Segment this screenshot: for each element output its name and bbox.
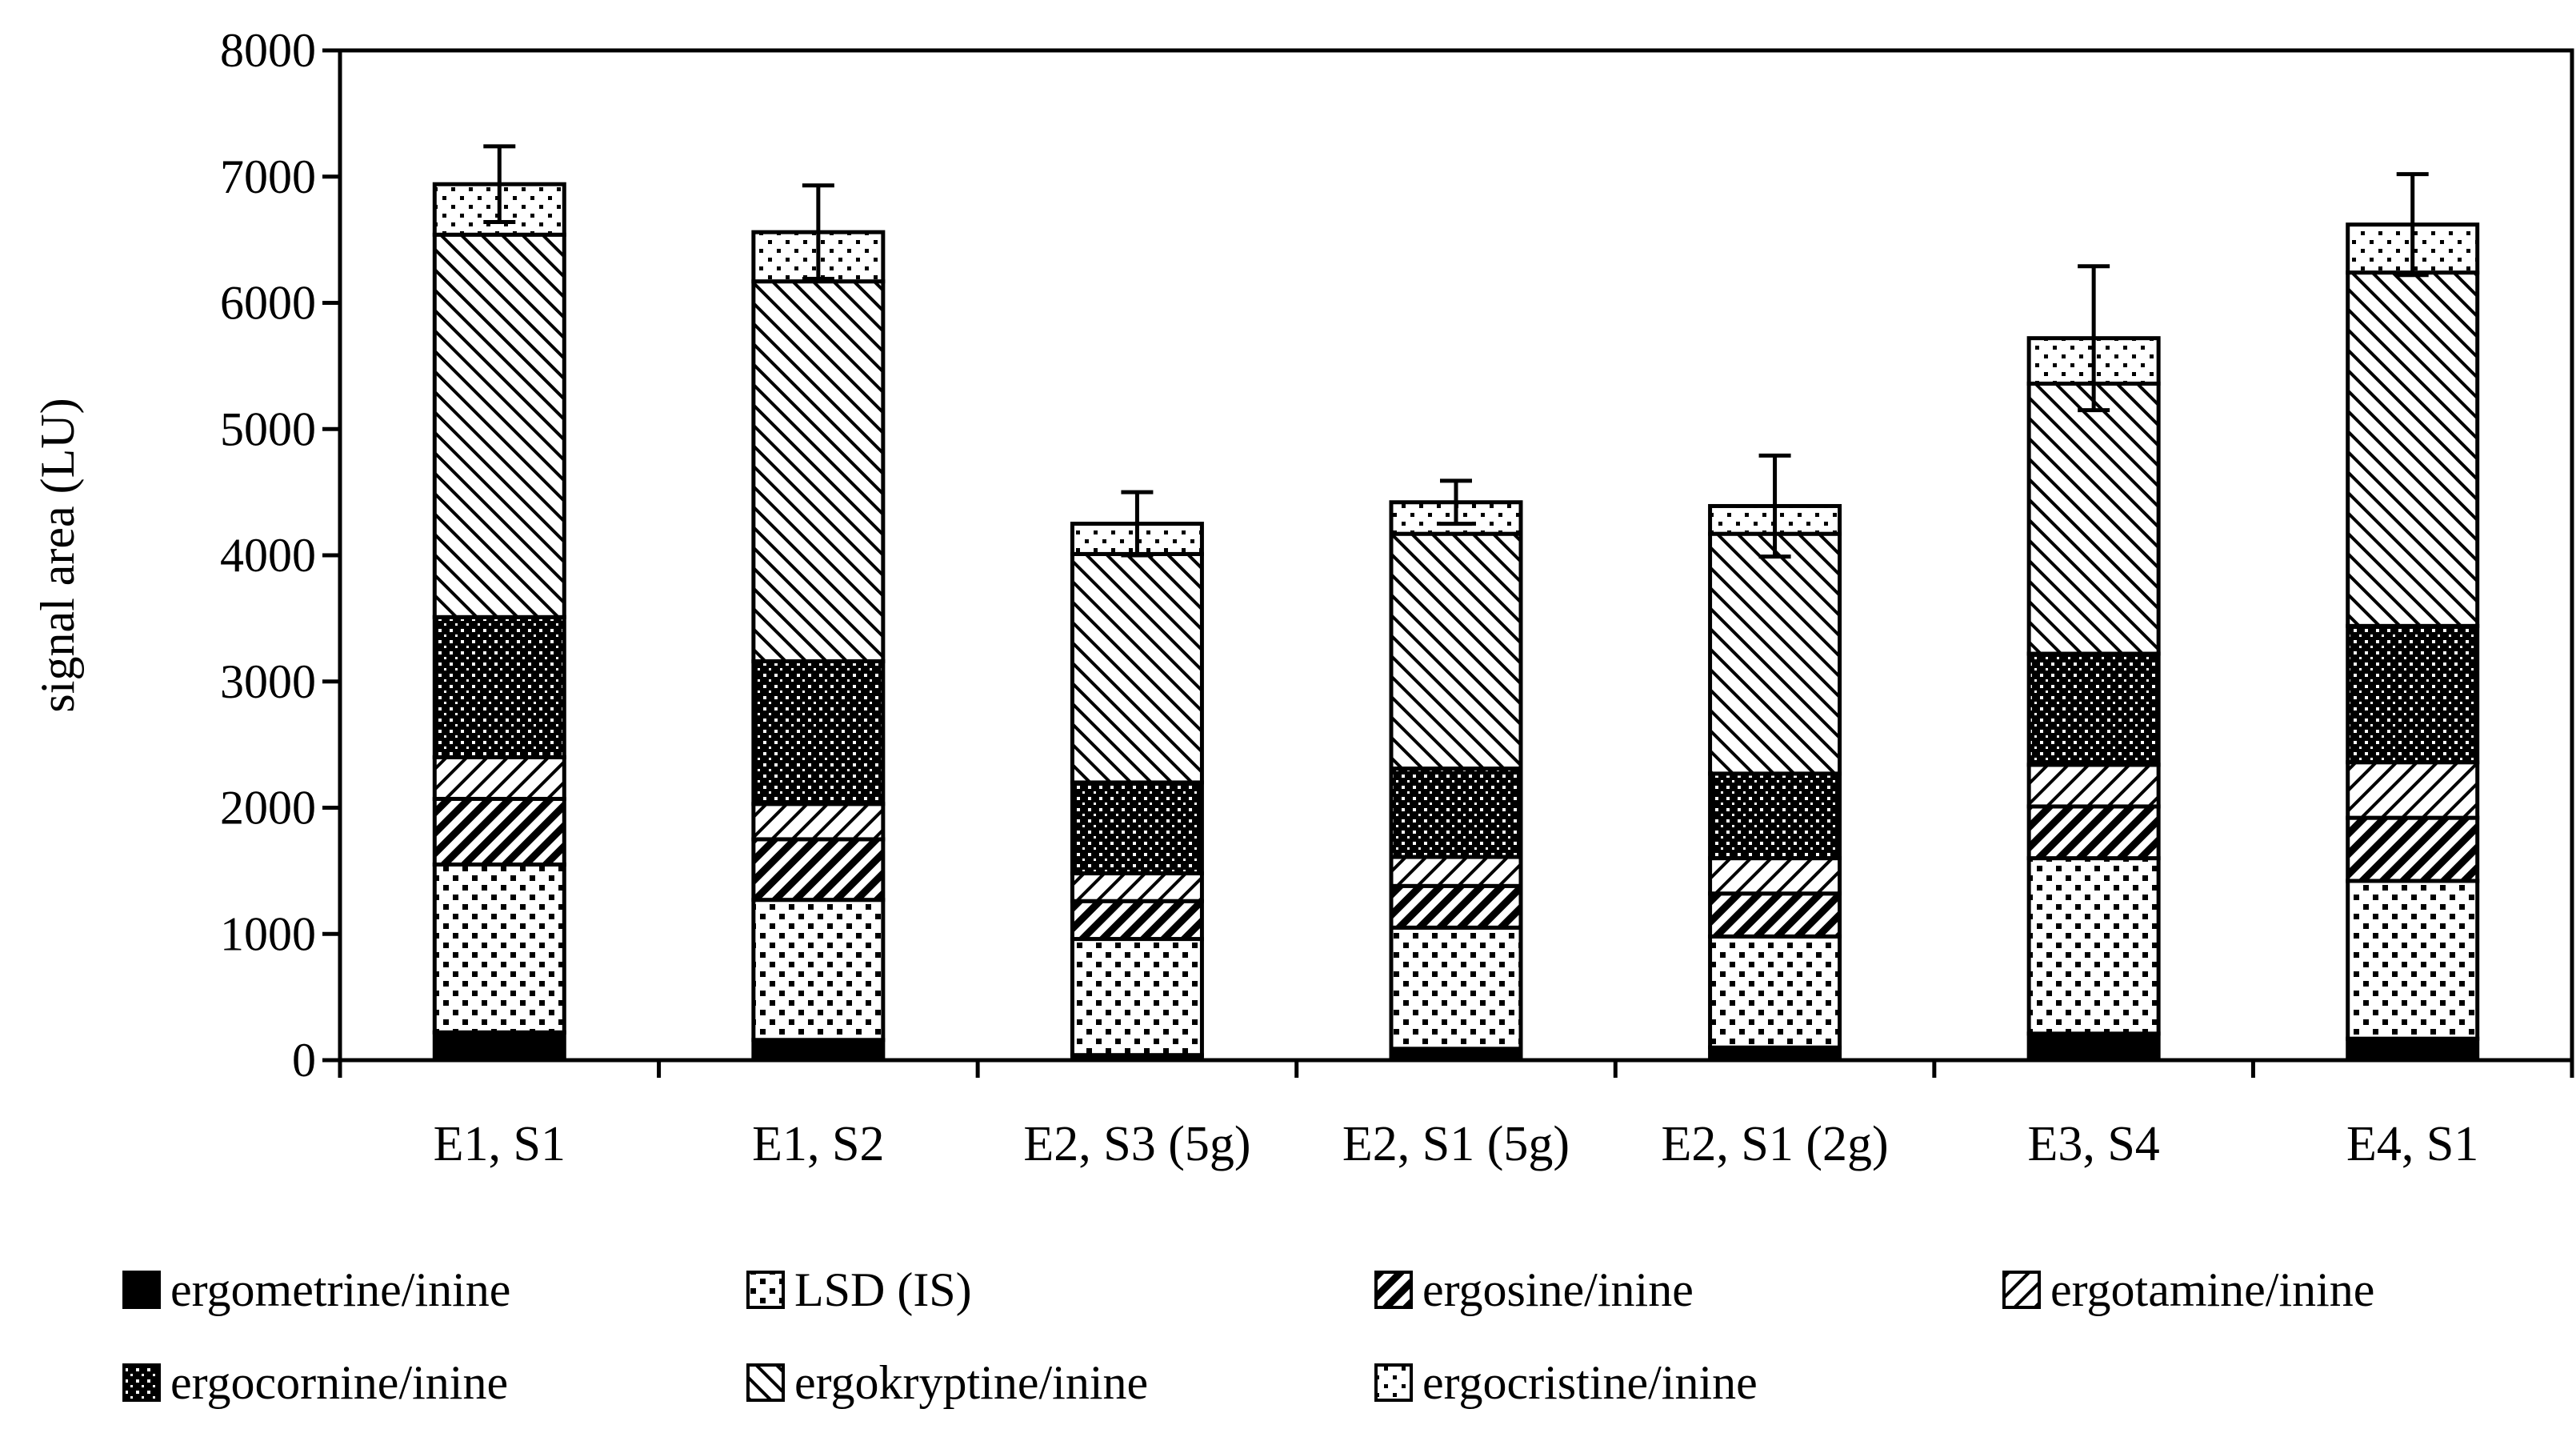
bar-segment bbox=[1708, 934, 1842, 1050]
bar-segment bbox=[2026, 804, 2161, 861]
legend-label: ergotamine/inine bbox=[2050, 1263, 2374, 1316]
legend-label: ergokryptine/inine bbox=[794, 1356, 1148, 1409]
legend-swatch bbox=[1374, 1363, 1413, 1402]
x-tick-label: E4, S1 bbox=[2346, 1117, 2478, 1171]
bar-segment bbox=[2026, 381, 2161, 656]
bar-segment bbox=[751, 898, 886, 1043]
y-tick-label: 1000 bbox=[220, 907, 316, 960]
x-tick-label: E2, S3 (5g) bbox=[1023, 1117, 1250, 1171]
bar-segment bbox=[2346, 815, 2480, 883]
x-axis: E1, S1 E1, S2 E2, S3 (5g) E2, S1 (5g) E2, S1… bbox=[338, 1060, 2574, 1171]
legend-swatch bbox=[122, 1271, 161, 1309]
bar-segment bbox=[1389, 925, 1523, 1051]
bar-segment bbox=[2346, 879, 2480, 1041]
x-tick-label: E1, S1 bbox=[434, 1117, 566, 1171]
legend-label: ergocristine/inine bbox=[1422, 1356, 1758, 1409]
bar-segment bbox=[1070, 780, 1204, 876]
legend-swatch bbox=[1374, 1271, 1413, 1309]
bars bbox=[432, 182, 2480, 1063]
y-tick-label: 0 bbox=[292, 1034, 316, 1087]
bar-segment bbox=[2026, 1031, 2161, 1063]
bar-segment bbox=[2346, 1036, 2480, 1063]
bar-segment bbox=[432, 614, 566, 759]
y-tick-label: 8000 bbox=[220, 24, 316, 77]
y-tick-label: 7000 bbox=[220, 150, 316, 203]
bar-segment bbox=[1389, 767, 1523, 859]
legend-label: ergosine/inine bbox=[1422, 1263, 1694, 1316]
legend-swatch bbox=[746, 1363, 785, 1402]
bar-segment bbox=[1389, 855, 1523, 888]
bar-segment bbox=[1708, 771, 1842, 861]
legend-swatch bbox=[2002, 1271, 2041, 1309]
error-bars bbox=[483, 144, 2429, 559]
y-axis-title: signal area (LU) bbox=[31, 398, 84, 712]
legend-swatch bbox=[746, 1271, 785, 1309]
bar-segment bbox=[2346, 760, 2480, 820]
bar-segment bbox=[1708, 891, 1842, 939]
bar-segment bbox=[2026, 651, 2161, 767]
x-tick-label: E2, S1 (2g) bbox=[1661, 1117, 1888, 1171]
bar-segment bbox=[432, 796, 566, 867]
bar-segment bbox=[1070, 937, 1204, 1058]
bar-segment bbox=[1389, 883, 1523, 930]
legend-label: ergometrine/inine bbox=[170, 1263, 510, 1316]
bar-segment bbox=[751, 279, 886, 664]
x-tick-label: E2, S1 (5g) bbox=[1342, 1117, 1570, 1171]
bar-segment bbox=[751, 802, 886, 842]
bar-segment bbox=[1070, 899, 1204, 942]
bar-segment bbox=[751, 659, 886, 807]
legend: ergometrine/inine LSD (IS) ergosine/inine e… bbox=[122, 1263, 2374, 1409]
y-tick-label: 2000 bbox=[220, 782, 316, 835]
bar-segment bbox=[1070, 871, 1204, 903]
bar-segment bbox=[1389, 531, 1523, 771]
x-tick-label: E3, S4 bbox=[2027, 1117, 2159, 1171]
bar-segment bbox=[2346, 270, 2480, 628]
x-tick-label: E1, S2 bbox=[752, 1117, 884, 1171]
bar-segment bbox=[2026, 856, 2161, 1036]
y-axis: 0 1000 2000 3000 4000 5000 6000 7000 8000 bbox=[220, 24, 340, 1087]
legend-label: ergocornine/inine bbox=[170, 1356, 508, 1409]
bar-segment bbox=[751, 837, 886, 903]
legend-label: LSD (IS) bbox=[794, 1263, 972, 1316]
legend-swatch bbox=[122, 1363, 161, 1402]
y-tick-label: 4000 bbox=[220, 529, 316, 582]
y-tick-label: 5000 bbox=[220, 402, 316, 455]
bar-segment bbox=[432, 862, 566, 1035]
bar-segment bbox=[432, 232, 566, 619]
bar-segment bbox=[1708, 531, 1842, 776]
bar-segment bbox=[432, 755, 566, 801]
bar-segment bbox=[432, 1030, 566, 1063]
bar-segment bbox=[2026, 763, 2161, 809]
y-tick-label: 3000 bbox=[220, 655, 316, 708]
bar-segment bbox=[1070, 551, 1204, 785]
bar-segment bbox=[751, 1038, 886, 1063]
bar-segment bbox=[1708, 856, 1842, 896]
bar-segment bbox=[2346, 623, 2480, 765]
y-tick-label: 6000 bbox=[220, 277, 316, 330]
